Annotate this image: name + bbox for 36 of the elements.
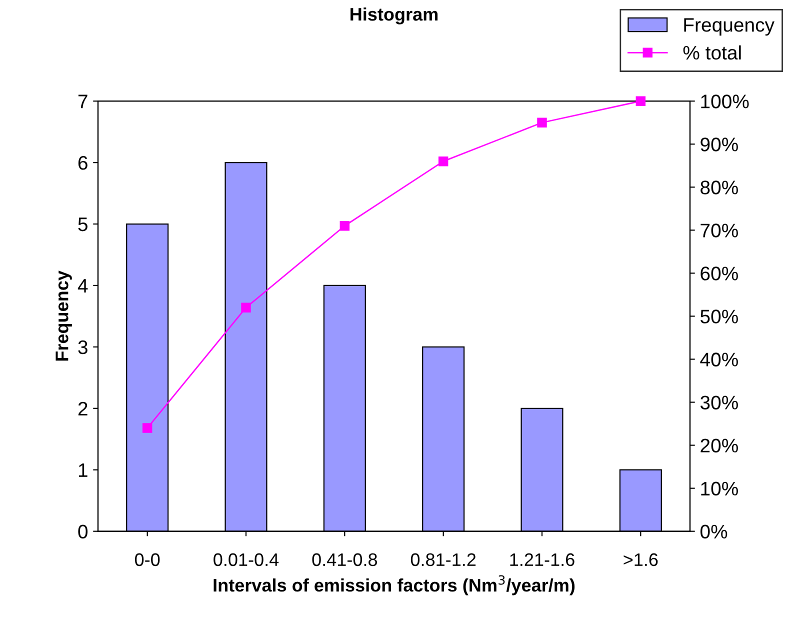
x-tick-label: 0.01-0.4 [214, 553, 279, 566]
x-tick-label: 1.21-1.6 [510, 553, 574, 566]
x-tick-label: 0-0 [134, 553, 160, 566]
y2-tick-label: 80% [700, 180, 738, 194]
x-tick-label: >1.6 [624, 553, 658, 566]
y-tick-label: 0 [78, 524, 88, 539]
y2-tick-label: 50% [700, 310, 738, 324]
y2-tick-label: 20% [700, 438, 738, 452]
y-tick-label: 7 [78, 94, 88, 108]
point [142, 423, 152, 433]
x-tick-label: 0.81-1.2 [410, 553, 476, 566]
y2-tick-label: 70% [700, 224, 738, 238]
y2-tick-label: 30% [700, 396, 738, 410]
x-axis-title: Intervals of emission factors (Nm$^{3}$/year/m) [214, 575, 575, 596]
y2-tick-label: 40% [700, 352, 738, 366]
point [438, 156, 448, 166]
point [241, 302, 251, 312]
y-tick-label: 2 [78, 402, 88, 416]
point [636, 96, 646, 106]
x-tick-label: 0.41-0.8 [312, 553, 378, 566]
y-tick-label: 6 [78, 156, 88, 170]
point [537, 118, 547, 128]
chart-title: Histogram [350, 7, 438, 24]
y-tick-label: 3 [78, 340, 88, 354]
y2-tick-label: 60% [700, 266, 738, 280]
y2-tick-label: 90% [700, 138, 738, 152]
legend-label: Frequency [684, 18, 774, 36]
legend-label: % total [683, 45, 741, 60]
y2-tick-label: 0% [700, 524, 728, 539]
y-tick-label: 1 [78, 464, 88, 477]
point [340, 221, 350, 231]
y-axis-title: Frequency [56, 270, 72, 361]
y-tick-label: 4 [78, 279, 88, 293]
y2-tick-label: 10% [701, 482, 738, 496]
y2-tick-label: 100% [701, 94, 749, 108]
y-tick-label: 5 [78, 218, 88, 232]
